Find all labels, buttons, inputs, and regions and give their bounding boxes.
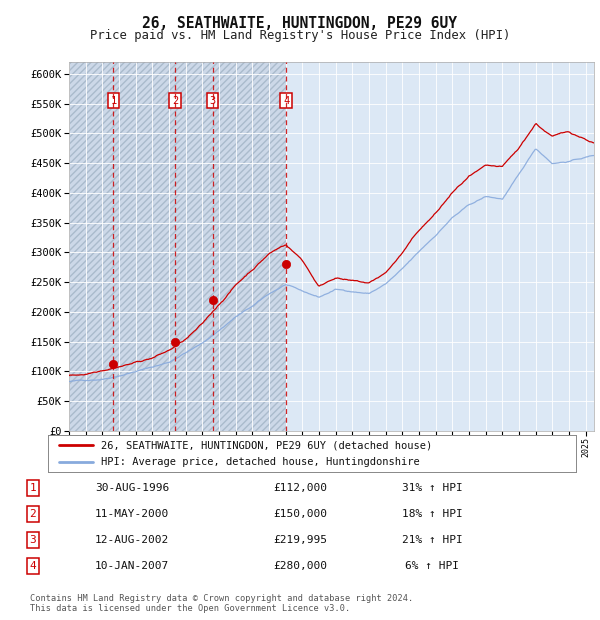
Text: 3: 3 <box>29 535 37 545</box>
Text: HPI: Average price, detached house, Huntingdonshire: HPI: Average price, detached house, Hunt… <box>101 458 419 467</box>
Text: 18% ↑ HPI: 18% ↑ HPI <box>401 509 463 519</box>
Text: £219,995: £219,995 <box>273 535 327 545</box>
Text: 2: 2 <box>29 509 37 519</box>
Text: £150,000: £150,000 <box>273 509 327 519</box>
Text: 6% ↑ HPI: 6% ↑ HPI <box>405 561 459 571</box>
Text: 11-MAY-2000: 11-MAY-2000 <box>95 509 169 519</box>
Text: £112,000: £112,000 <box>273 483 327 493</box>
Text: Price paid vs. HM Land Registry's House Price Index (HPI): Price paid vs. HM Land Registry's House … <box>90 30 510 42</box>
Text: 30-AUG-1996: 30-AUG-1996 <box>95 483 169 493</box>
Text: 31% ↑ HPI: 31% ↑ HPI <box>401 483 463 493</box>
Bar <box>69 62 286 431</box>
Text: 26, SEATHWAITE, HUNTINGDON, PE29 6UY (detached house): 26, SEATHWAITE, HUNTINGDON, PE29 6UY (de… <box>101 440 432 450</box>
Text: 3: 3 <box>209 95 216 105</box>
Text: 21% ↑ HPI: 21% ↑ HPI <box>401 535 463 545</box>
Text: 4: 4 <box>283 95 289 105</box>
Text: 4: 4 <box>29 561 37 571</box>
Text: Contains HM Land Registry data © Crown copyright and database right 2024.: Contains HM Land Registry data © Crown c… <box>30 594 413 603</box>
Text: This data is licensed under the Open Government Licence v3.0.: This data is licensed under the Open Gov… <box>30 604 350 613</box>
Text: 26, SEATHWAITE, HUNTINGDON, PE29 6UY: 26, SEATHWAITE, HUNTINGDON, PE29 6UY <box>143 16 458 31</box>
Text: 10-JAN-2007: 10-JAN-2007 <box>95 561 169 571</box>
Text: 12-AUG-2002: 12-AUG-2002 <box>95 535 169 545</box>
Text: £280,000: £280,000 <box>273 561 327 571</box>
Text: 1: 1 <box>110 95 116 105</box>
Bar <box>69 62 286 431</box>
Text: 1: 1 <box>29 483 37 493</box>
Text: 2: 2 <box>172 95 178 105</box>
